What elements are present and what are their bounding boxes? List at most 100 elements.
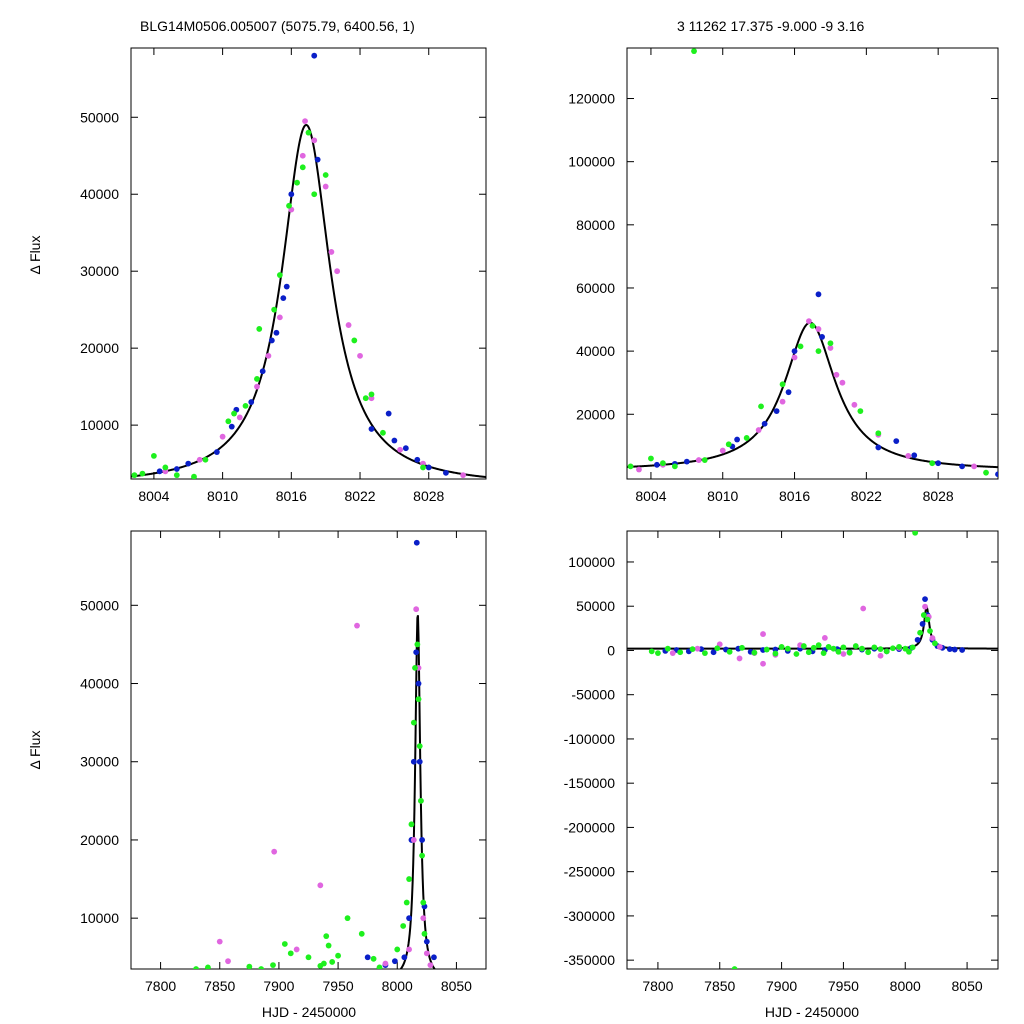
data-point-blue: [911, 452, 918, 459]
x-tick-label: 8004: [635, 488, 666, 504]
data-point-blue: [364, 954, 371, 961]
y-tick-label: 30000: [80, 263, 119, 279]
data-point-green: [415, 696, 422, 703]
data-point-green: [205, 964, 211, 969]
data-point-green: [731, 966, 738, 969]
data-point-blue: [815, 291, 822, 298]
data-point-magenta: [265, 352, 272, 359]
plot-frame: [626, 530, 999, 970]
data-point-green: [751, 649, 758, 656]
data-point-magenta: [357, 352, 363, 359]
data-point-blue: [414, 456, 421, 463]
panel-bottom-right: 7800 7850 7900 7950 8000 8050 -350000 -300000 -2…: [564, 530, 999, 994]
data-point-magenta: [905, 453, 912, 459]
data-point-blue: [156, 468, 163, 475]
x-tick-label: 7900: [766, 978, 797, 994]
data-point-green: [920, 612, 927, 618]
data-point-magenta: [271, 848, 278, 855]
data-point-magenta: [839, 379, 846, 386]
data-point-green: [912, 531, 919, 536]
data-layer: [193, 539, 437, 969]
model-curve: [131, 123, 486, 479]
x-tick-label: 7900: [263, 978, 294, 994]
data-point-blue: [431, 954, 437, 961]
data-point-blue: [416, 758, 423, 765]
data-point-green: [815, 642, 822, 649]
data-point-magenta: [311, 137, 318, 144]
x-tick-label: 8028: [413, 488, 444, 504]
data-point-blue: [791, 348, 798, 355]
data-point-magenta: [299, 152, 306, 159]
data-point-blue: [213, 449, 220, 455]
x-tick-label: 8000: [890, 978, 921, 994]
data-point-green: [418, 797, 424, 804]
data-point-green: [400, 923, 407, 929]
plot-frame: [130, 47, 487, 480]
data-point-magenta: [833, 371, 840, 378]
y-tick-label: 80000: [576, 217, 615, 233]
data-point-green: [362, 395, 369, 402]
data-point-green: [299, 164, 306, 171]
data-point-green: [932, 640, 938, 647]
data-point-blue: [425, 464, 432, 471]
data-point-green: [131, 472, 138, 479]
data-point-magenta: [827, 345, 834, 351]
data-point-green: [725, 441, 732, 448]
data-point-blue: [773, 408, 780, 415]
data-point-blue: [173, 466, 180, 472]
data-point-magenta: [694, 645, 701, 652]
data-layer: [131, 52, 486, 479]
data-point-blue: [402, 445, 409, 452]
header-left: BLG14M0506.005007 (5075.79, 6400.56, 1): [140, 18, 415, 34]
data-point-blue: [311, 52, 318, 59]
data-point-magenta: [328, 249, 335, 255]
data-point-green: [809, 322, 816, 329]
data-point-magenta: [840, 651, 847, 657]
y-tick-label: 0: [607, 642, 615, 658]
data-point-green: [294, 179, 300, 186]
data-point-magenta: [779, 398, 786, 405]
data-point-green: [380, 429, 386, 436]
y-axis-label-bottom: Δ Flux: [27, 731, 43, 770]
data-point-green: [815, 348, 822, 355]
y-tick-label: 10000: [80, 910, 119, 926]
data-point-green: [896, 644, 902, 650]
data-point-blue: [413, 649, 420, 656]
data-point-blue: [819, 334, 825, 340]
y-tick-label: -150000: [564, 775, 616, 791]
data-point-green: [778, 644, 785, 650]
data-point-blue: [385, 410, 392, 417]
y-tick-label: -100000: [564, 731, 616, 747]
data-point-magenta: [423, 950, 430, 957]
data-point-green: [927, 628, 933, 634]
data-point-magenta: [216, 938, 223, 945]
data-point-green: [287, 950, 294, 957]
y-tick-label: 50000: [80, 109, 119, 125]
data-point-magenta: [254, 383, 260, 390]
data-point-green: [421, 930, 428, 937]
data-point-green: [793, 651, 800, 657]
data-point-green: [906, 648, 912, 655]
data-point-magenta: [719, 447, 726, 454]
data-point-green: [648, 648, 655, 655]
data-point-magenta: [276, 314, 283, 321]
plot-frame: [626, 47, 999, 480]
y-tick-label: 40000: [80, 676, 119, 692]
data-point-green: [281, 941, 288, 947]
data-point-magenta: [354, 622, 360, 629]
x-axis-label-right: HJD - 2450000: [765, 1004, 859, 1020]
y-tick-label: 50000: [576, 598, 615, 614]
data-point-green: [871, 644, 878, 651]
data-point-magenta: [317, 882, 324, 889]
data-point-green: [758, 403, 764, 410]
data-point-blue: [959, 647, 966, 653]
data-point-green: [743, 435, 750, 441]
x-tick-label: 7850: [204, 978, 235, 994]
data-point-green: [410, 719, 417, 726]
data-point-green: [857, 408, 864, 415]
data-point-green: [825, 644, 832, 650]
model-curve: [627, 605, 998, 650]
data-point-magenta: [302, 118, 308, 125]
data-point-green: [193, 966, 199, 969]
y-tick-label: 20000: [80, 340, 119, 356]
